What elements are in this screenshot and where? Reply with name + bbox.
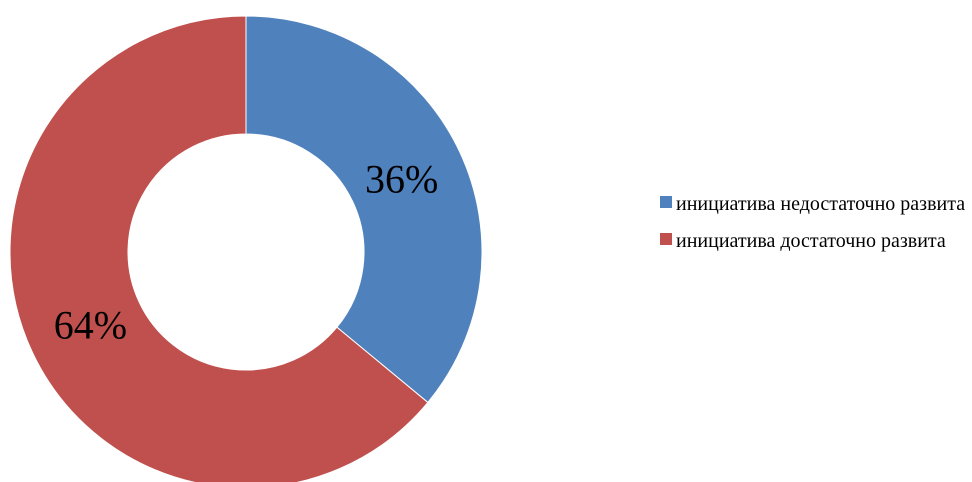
donut-data-labels: 36% 64% — [54, 156, 439, 347]
legend-label-developed: инициатива достаточно развита — [676, 230, 946, 252]
legend-item-not-developed: инициатива недостаточно развита — [660, 191, 970, 218]
donut-slice-1 — [9, 15, 429, 482]
chart-legend: инициатива недостаточно развита инициати… — [660, 191, 970, 265]
donut-data-label-0: 36% — [365, 156, 438, 201]
donut-slices — [9, 15, 483, 482]
legend-swatch-developed — [660, 233, 672, 245]
donut-slice-0 — [245, 15, 483, 404]
legend-item-developed: инициатива достаточно развита — [660, 228, 970, 255]
legend-swatch-not-developed — [660, 196, 672, 208]
donut-data-label-1: 64% — [54, 303, 127, 348]
legend-label-not-developed: инициатива недостаточно развита — [676, 193, 966, 215]
